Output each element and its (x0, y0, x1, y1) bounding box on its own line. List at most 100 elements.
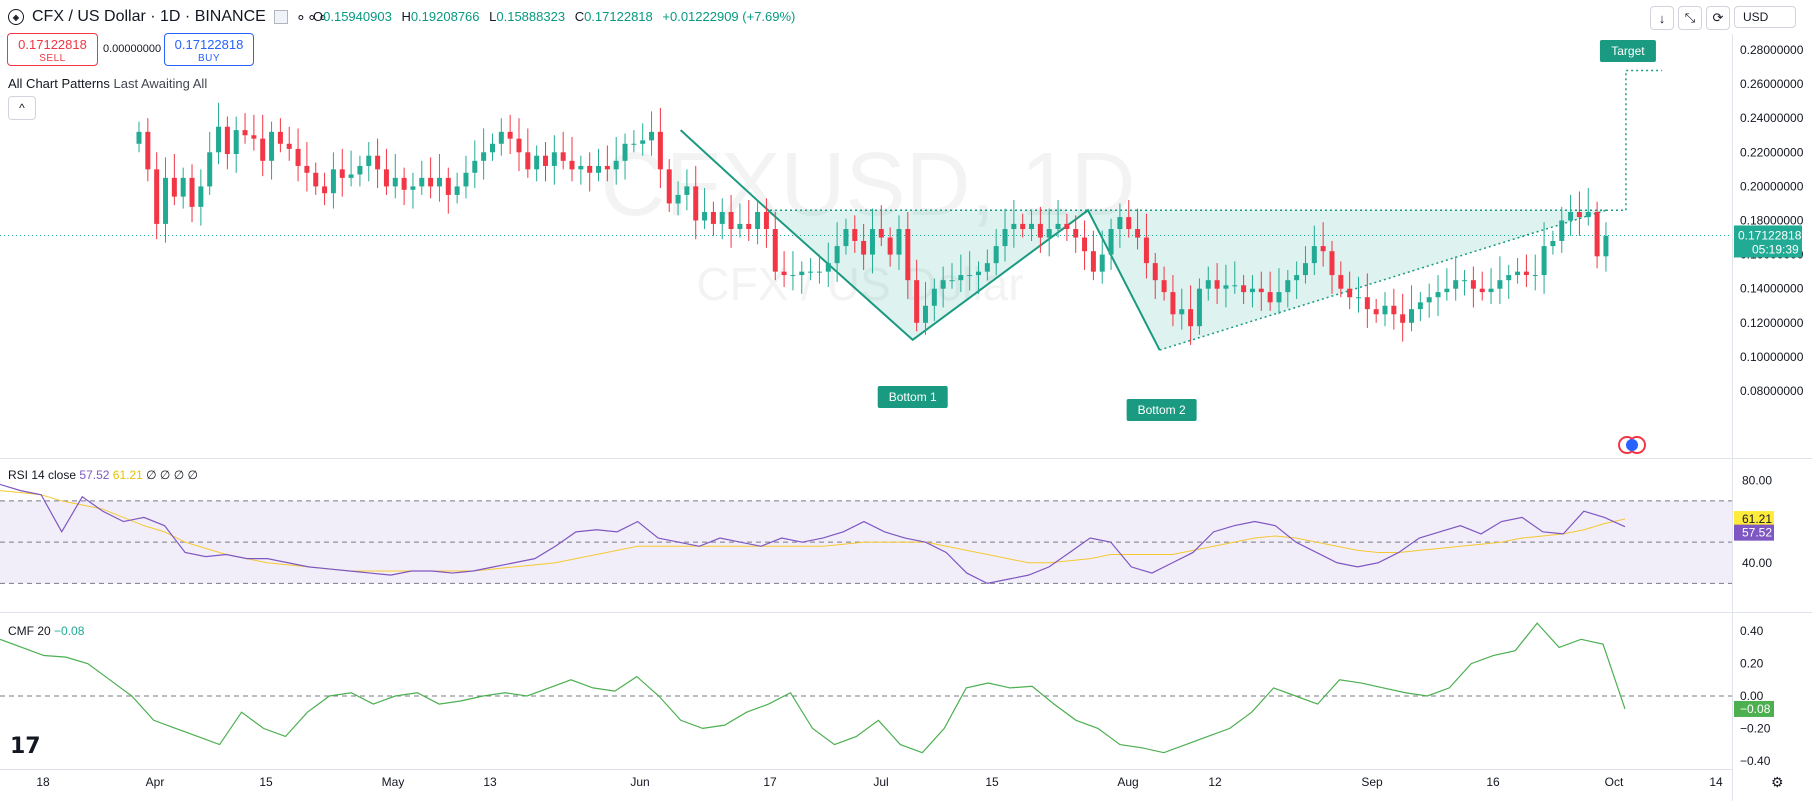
collapse-icon[interactable]: ⤡ (1678, 6, 1702, 30)
cmf-legend[interactable]: CMF 20 −0.08 (8, 624, 84, 638)
symbol-bar[interactable]: ◈ CFX / US Dollar · 1D · BINANCE ∘∘∘ (8, 7, 329, 27)
candle-body (1506, 275, 1512, 281)
candle-body (684, 186, 690, 195)
cmf-tick-label: −0.40 (1740, 754, 1771, 768)
candle-body (878, 229, 884, 238)
tradingview-logo[interactable]: 17 (10, 734, 41, 759)
candle-body (472, 160, 478, 173)
candle-body (825, 263, 831, 272)
spread-value: 0.00000000 (103, 43, 162, 55)
currency-label: USD (1743, 10, 1769, 24)
cmf-pane[interactable] (0, 622, 1732, 754)
candle-body (454, 186, 460, 195)
time-tick-label: Oct (1605, 775, 1624, 789)
target-label-box (1599, 40, 1656, 62)
currency-select[interactable]: USD (1734, 6, 1796, 28)
candle-body (1603, 235, 1609, 257)
refresh-icon[interactable]: ⟳ (1706, 6, 1730, 30)
candle-body (463, 172, 469, 187)
candle-body (154, 169, 160, 224)
time-tick-label: 16 (1486, 775, 1500, 789)
candle-body (145, 131, 151, 170)
candle-body (1373, 309, 1379, 315)
candle-body (622, 143, 628, 161)
rsi-legend[interactable]: RSI 14 close 57.52 61.21 ∅ ∅ ∅ ∅ (8, 468, 198, 482)
candle-body (445, 177, 451, 195)
candle-body (1329, 251, 1335, 276)
cmf-legend-value: −0.08 (54, 624, 85, 638)
candle-body (516, 138, 522, 153)
candle-body (1249, 288, 1255, 293)
collapse-legend-button[interactable]: ^ (8, 96, 36, 120)
gear-icon[interactable]: ⚙ (1771, 774, 1784, 790)
candle-body (277, 131, 283, 144)
candle-body (657, 131, 663, 170)
arrow-down-icon[interactable]: ↓ (1650, 6, 1674, 30)
candle-body (1435, 292, 1441, 298)
candle-body (498, 131, 504, 144)
buy-label: BUY (197, 53, 221, 64)
flag-marker-icon[interactable] (273, 10, 288, 24)
candle-body (710, 211, 716, 224)
last-price-tag (1734, 225, 1802, 258)
sell-button[interactable]: 0.17122818 SELL (7, 33, 98, 66)
candle-body (993, 246, 999, 264)
candlestick-series[interactable] (136, 102, 1609, 345)
symbol-title[interactable]: CFX / US Dollar · 1D · BINANCE (32, 8, 266, 25)
bottom1-label: Bottom 1 (889, 390, 937, 404)
time-tick-label: 15 (259, 775, 273, 789)
candle-body (587, 165, 593, 173)
candle-body (1576, 211, 1582, 218)
more-icon[interactable]: ∘∘∘ (295, 9, 329, 26)
candle-body (189, 177, 195, 207)
candle-body (869, 229, 875, 255)
time-tick-label: 15 (985, 775, 999, 789)
time-axis[interactable]: 18 Apr 15 May 13 Jun 17 Jul 15 Aug 12 Sep 16 Oct 14 (36, 775, 1723, 789)
rsi-pane[interactable] (0, 483, 1732, 585)
candle-body (436, 177, 442, 187)
candle-body (1002, 229, 1008, 247)
candle-body (1364, 297, 1370, 310)
candle-body (534, 155, 540, 170)
rsi-line (0, 483, 1626, 585)
candle-body (737, 223, 743, 230)
rsi-tick-label: 80.00 (1742, 473, 1772, 487)
candle-body (1302, 263, 1308, 276)
cmf-value-tag (1734, 700, 1774, 717)
low-label: L (489, 9, 497, 24)
last-price-tag-price: 0.17122818 (1738, 228, 1802, 242)
candle-body (1444, 288, 1450, 293)
flag-icon[interactable] (1618, 436, 1646, 454)
price-tick-label: 0.26000000 (1740, 77, 1804, 91)
candle-body (1470, 280, 1476, 289)
watermark-name: CFX / US Dollar (696, 258, 1023, 310)
candle-body (1170, 292, 1176, 315)
candle-body (171, 177, 177, 197)
rsi-ma-line (0, 490, 1626, 572)
candle-body (896, 229, 902, 255)
candle-body (242, 130, 248, 136)
candle-body (216, 126, 222, 153)
price-axis[interactable]: 0.28000000 0.26000000 0.24000000 0.22000000… (1734, 43, 1804, 398)
sell-price: 0.17122818 (18, 37, 87, 52)
candle-body (1311, 246, 1317, 264)
candle-body (330, 169, 336, 194)
rsi-ma-tag (1734, 511, 1774, 528)
indicator-legend-patterns[interactable]: All Chart Patterns Last Awaiting All (8, 76, 207, 91)
double-bottom-pattern[interactable] (679, 69, 1662, 351)
candle-body (1258, 288, 1264, 293)
candle-body (702, 211, 708, 221)
ohlc-values: O0.15940903 H0.19208766 L0.15888323 C0.1… (313, 9, 801, 24)
candle-body (348, 174, 354, 178)
candle-body (1355, 297, 1361, 299)
cmf-line (0, 622, 1626, 754)
time-tick-label: 18 (36, 775, 50, 789)
price-tick-label: 0.28000000 (1740, 43, 1804, 57)
buy-button[interactable]: 0.17122818 BUY (164, 33, 254, 66)
candle-body (1276, 292, 1282, 303)
candle-body (1029, 223, 1035, 230)
candle-body (1161, 280, 1167, 293)
candle-body (569, 160, 575, 170)
cmf-value-tag-label: −0.08 (1740, 702, 1771, 716)
